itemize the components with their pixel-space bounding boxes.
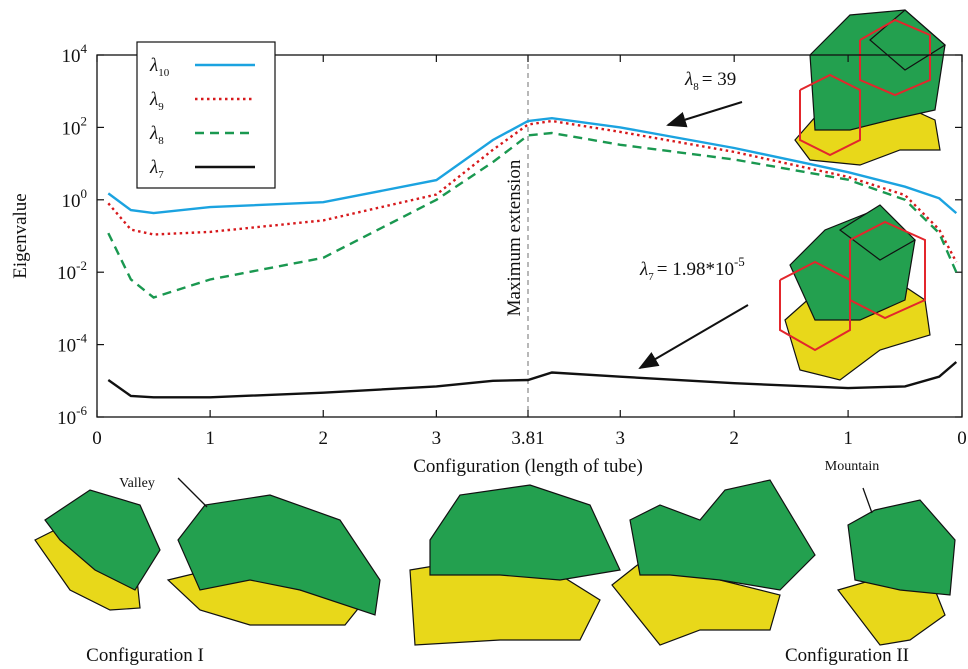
plot-frame	[96, 54, 963, 418]
y-tick-base: 10	[62, 46, 81, 67]
annotation-symbol: λ	[684, 69, 693, 90]
series-line	[107, 116, 958, 215]
legend-box	[136, 41, 276, 189]
y-tick-exponent: 2	[81, 113, 88, 128]
y-tick-label: 102	[62, 113, 88, 139]
x-tick-label: 2	[729, 428, 739, 449]
valley-label: Valley	[119, 476, 155, 491]
legend-symbol: λ	[149, 123, 158, 144]
annotation-text: = 39	[702, 69, 736, 90]
annotation: λ8 = 39	[684, 69, 736, 93]
x-tick-label: 3	[616, 428, 626, 449]
y-tick-base: 10	[57, 408, 76, 429]
series-line	[107, 131, 958, 299]
legend-symbol: λ	[149, 89, 158, 110]
y-tick-label: 10-4	[57, 331, 87, 357]
legend-subscript: 8	[158, 135, 164, 147]
y-tick-exponent: -2	[76, 258, 87, 273]
legend-label: λ9	[149, 89, 164, 113]
legend-subscript: 7	[158, 169, 164, 181]
annotation-arrow	[666, 101, 743, 128]
y-tick-exponent: 0	[81, 186, 88, 201]
legend-label: λ8	[149, 123, 164, 147]
annotation-subscript: 7	[648, 271, 654, 283]
y-tick-base: 10	[57, 263, 76, 284]
y-tick-base: 10	[62, 191, 81, 212]
annotation-symbol: λ	[639, 259, 648, 280]
y-tick-exponent: -6	[76, 403, 87, 418]
annotation-subscript: 8	[693, 81, 699, 93]
y-tick-exponent: 4	[81, 41, 88, 56]
y-axis-label: Eigenvalue	[10, 193, 31, 278]
legend-subscript: 9	[158, 101, 164, 113]
legend-symbol: λ	[149, 55, 158, 76]
legend-label: λ10	[149, 55, 170, 79]
y-tick-exponent: -4	[76, 331, 87, 346]
x-tick-label: 3.81	[511, 428, 544, 449]
y-tick-label: 100	[62, 186, 88, 212]
series-line	[107, 361, 958, 399]
legend-label: λ7	[149, 157, 164, 181]
x-tick-label: 3	[432, 428, 442, 449]
mountain-label: Mountain	[825, 459, 879, 474]
illustration-middle	[779, 204, 931, 381]
annotation-text: = 1.98*10	[657, 259, 734, 280]
illustration-bottom	[34, 477, 956, 646]
annotation-exponent: -5	[734, 254, 745, 269]
y-tick-label: 104	[62, 41, 88, 67]
illustration-top	[794, 9, 947, 166]
max-extension-label: Maximum extension	[504, 159, 525, 316]
y-tick-label: 10-6	[57, 403, 87, 429]
x-tick-label: 0	[957, 428, 967, 449]
y-tick-label: 10-2	[57, 258, 87, 284]
config-1-label: Configuration I	[86, 645, 204, 666]
y-tick-base: 10	[62, 118, 81, 139]
legend-subscript: 10	[158, 67, 170, 79]
config-2-label: Configuration II	[785, 645, 909, 666]
annotation: λ7 = 1.98*10-5	[639, 254, 745, 283]
x-axis-label: Configuration (length of tube)	[413, 456, 643, 477]
x-tick-label: 0	[92, 428, 102, 449]
x-tick-label: 1	[843, 428, 853, 449]
x-tick-label: 2	[318, 428, 328, 449]
annotation-arrow	[638, 304, 749, 370]
y-tick-base: 10	[57, 336, 76, 357]
legend-symbol: λ	[149, 157, 158, 178]
x-tick-label: 1	[205, 428, 215, 449]
